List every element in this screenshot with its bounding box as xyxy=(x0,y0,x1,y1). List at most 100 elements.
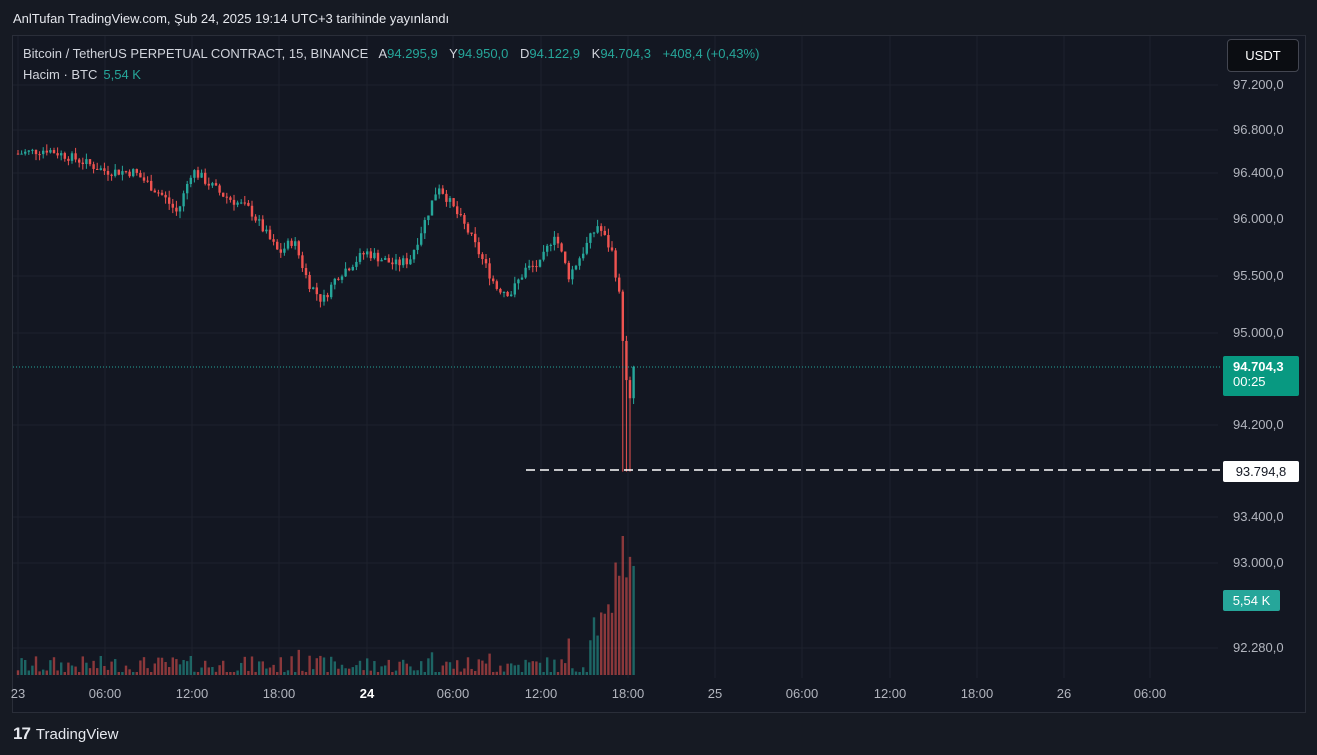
candle-body xyxy=(290,240,293,246)
volume-bar xyxy=(632,565,635,675)
candle-body xyxy=(553,236,556,245)
volume-bar xyxy=(254,671,257,675)
candle-body xyxy=(312,287,315,289)
candle-body xyxy=(402,258,405,266)
candle-body xyxy=(337,278,340,280)
candle-body xyxy=(625,340,628,381)
candle-body xyxy=(574,265,578,270)
volume-bar xyxy=(430,652,434,675)
candle-body xyxy=(96,168,99,170)
volume-bar xyxy=(398,661,401,675)
tradingview-footer[interactable]: 17 TradingView xyxy=(13,724,118,744)
volume-bar xyxy=(452,668,455,675)
volume-bar xyxy=(294,672,297,675)
volume-bar xyxy=(502,671,506,675)
candle-body xyxy=(200,172,203,178)
candle-body xyxy=(502,291,506,293)
volume-bar xyxy=(362,670,365,675)
volume-bar xyxy=(193,671,196,675)
candle-body xyxy=(474,233,477,243)
candle-body xyxy=(380,259,383,262)
candle-body xyxy=(340,276,344,280)
volume-bar xyxy=(88,668,92,675)
volume-bar xyxy=(618,575,621,675)
price-axis-label: 94.200,0 xyxy=(1233,417,1284,432)
candle-body xyxy=(164,194,167,198)
volume-bar xyxy=(333,661,336,675)
candle-body xyxy=(524,267,527,278)
volume-bar xyxy=(607,604,610,675)
volume-bar xyxy=(229,672,232,675)
candle-body xyxy=(189,177,192,184)
candle-body xyxy=(423,220,426,234)
candle-body xyxy=(265,229,268,232)
candle-body xyxy=(589,233,592,243)
volume-label[interactable]: Hacim · BTC xyxy=(23,67,98,82)
chart-grid xyxy=(13,36,1218,678)
time-axis-label: 18:00 xyxy=(611,686,645,701)
volume-legend: Hacim · BTC 5,54 K xyxy=(23,67,141,82)
candle-body xyxy=(146,180,149,182)
candle-body xyxy=(124,171,128,173)
candle-body xyxy=(416,244,419,250)
volume-bar xyxy=(391,672,394,675)
candle-body xyxy=(258,219,261,221)
candle-body xyxy=(592,232,596,234)
volume-bar xyxy=(189,655,192,675)
candle-body xyxy=(330,284,333,298)
candle-body xyxy=(459,214,462,216)
candle-body xyxy=(355,261,358,267)
volume-bar xyxy=(186,661,189,675)
chart-panel[interactable] xyxy=(12,35,1306,713)
volume-bar xyxy=(204,660,207,675)
candle-body xyxy=(427,215,430,221)
candle-body xyxy=(618,277,621,292)
volume-bar xyxy=(34,656,38,675)
time-axis-label: 12:00 xyxy=(524,686,558,701)
volume-bar xyxy=(218,665,221,675)
volume-bar xyxy=(340,664,344,675)
volume-bar xyxy=(488,653,491,675)
candle-body xyxy=(351,266,354,271)
candle-body xyxy=(391,262,394,265)
volume-bar xyxy=(70,665,74,675)
volume-bar xyxy=(326,672,329,675)
volume-bar xyxy=(160,657,164,675)
candle-body xyxy=(218,185,221,193)
candle-body xyxy=(564,251,567,263)
volume-bar xyxy=(182,659,185,675)
volume-bar xyxy=(589,640,592,675)
candle-body xyxy=(276,241,279,250)
candle-body xyxy=(322,294,326,302)
volume-bar xyxy=(103,665,106,675)
volume-bar xyxy=(283,672,286,675)
high-value: 94.950,0 xyxy=(457,46,509,61)
volume-bar xyxy=(524,659,527,675)
time-axis-label: 06:00 xyxy=(785,686,819,701)
candle-body xyxy=(279,249,282,253)
candle-body xyxy=(81,162,84,165)
volume-bar xyxy=(297,649,300,675)
candle-body xyxy=(175,207,178,212)
candle-body xyxy=(88,159,92,165)
volume-bar xyxy=(495,671,498,675)
currency-button[interactable]: USDT xyxy=(1227,39,1299,72)
volume-bar xyxy=(520,672,524,675)
price-axis-label: 92.280,0 xyxy=(1233,640,1284,655)
volume-bar xyxy=(517,664,520,675)
volume-bar xyxy=(308,655,311,675)
volume-bar xyxy=(78,672,81,675)
candle-body xyxy=(67,158,70,161)
volume-bar xyxy=(441,665,444,675)
candle-body xyxy=(103,168,106,172)
volume-bar xyxy=(531,661,534,675)
volume-bar xyxy=(175,659,178,675)
candle-body xyxy=(567,262,570,280)
candle-body xyxy=(495,281,498,289)
price-axis-label: 93.400,0 xyxy=(1233,509,1284,524)
volume-bar xyxy=(240,662,243,675)
volume-bar xyxy=(114,659,117,675)
symbol-name[interactable]: Bitcoin / TetherUS PERPETUAL CONTRACT, 1… xyxy=(23,46,369,61)
time-axis-label: 06:00 xyxy=(1133,686,1167,701)
